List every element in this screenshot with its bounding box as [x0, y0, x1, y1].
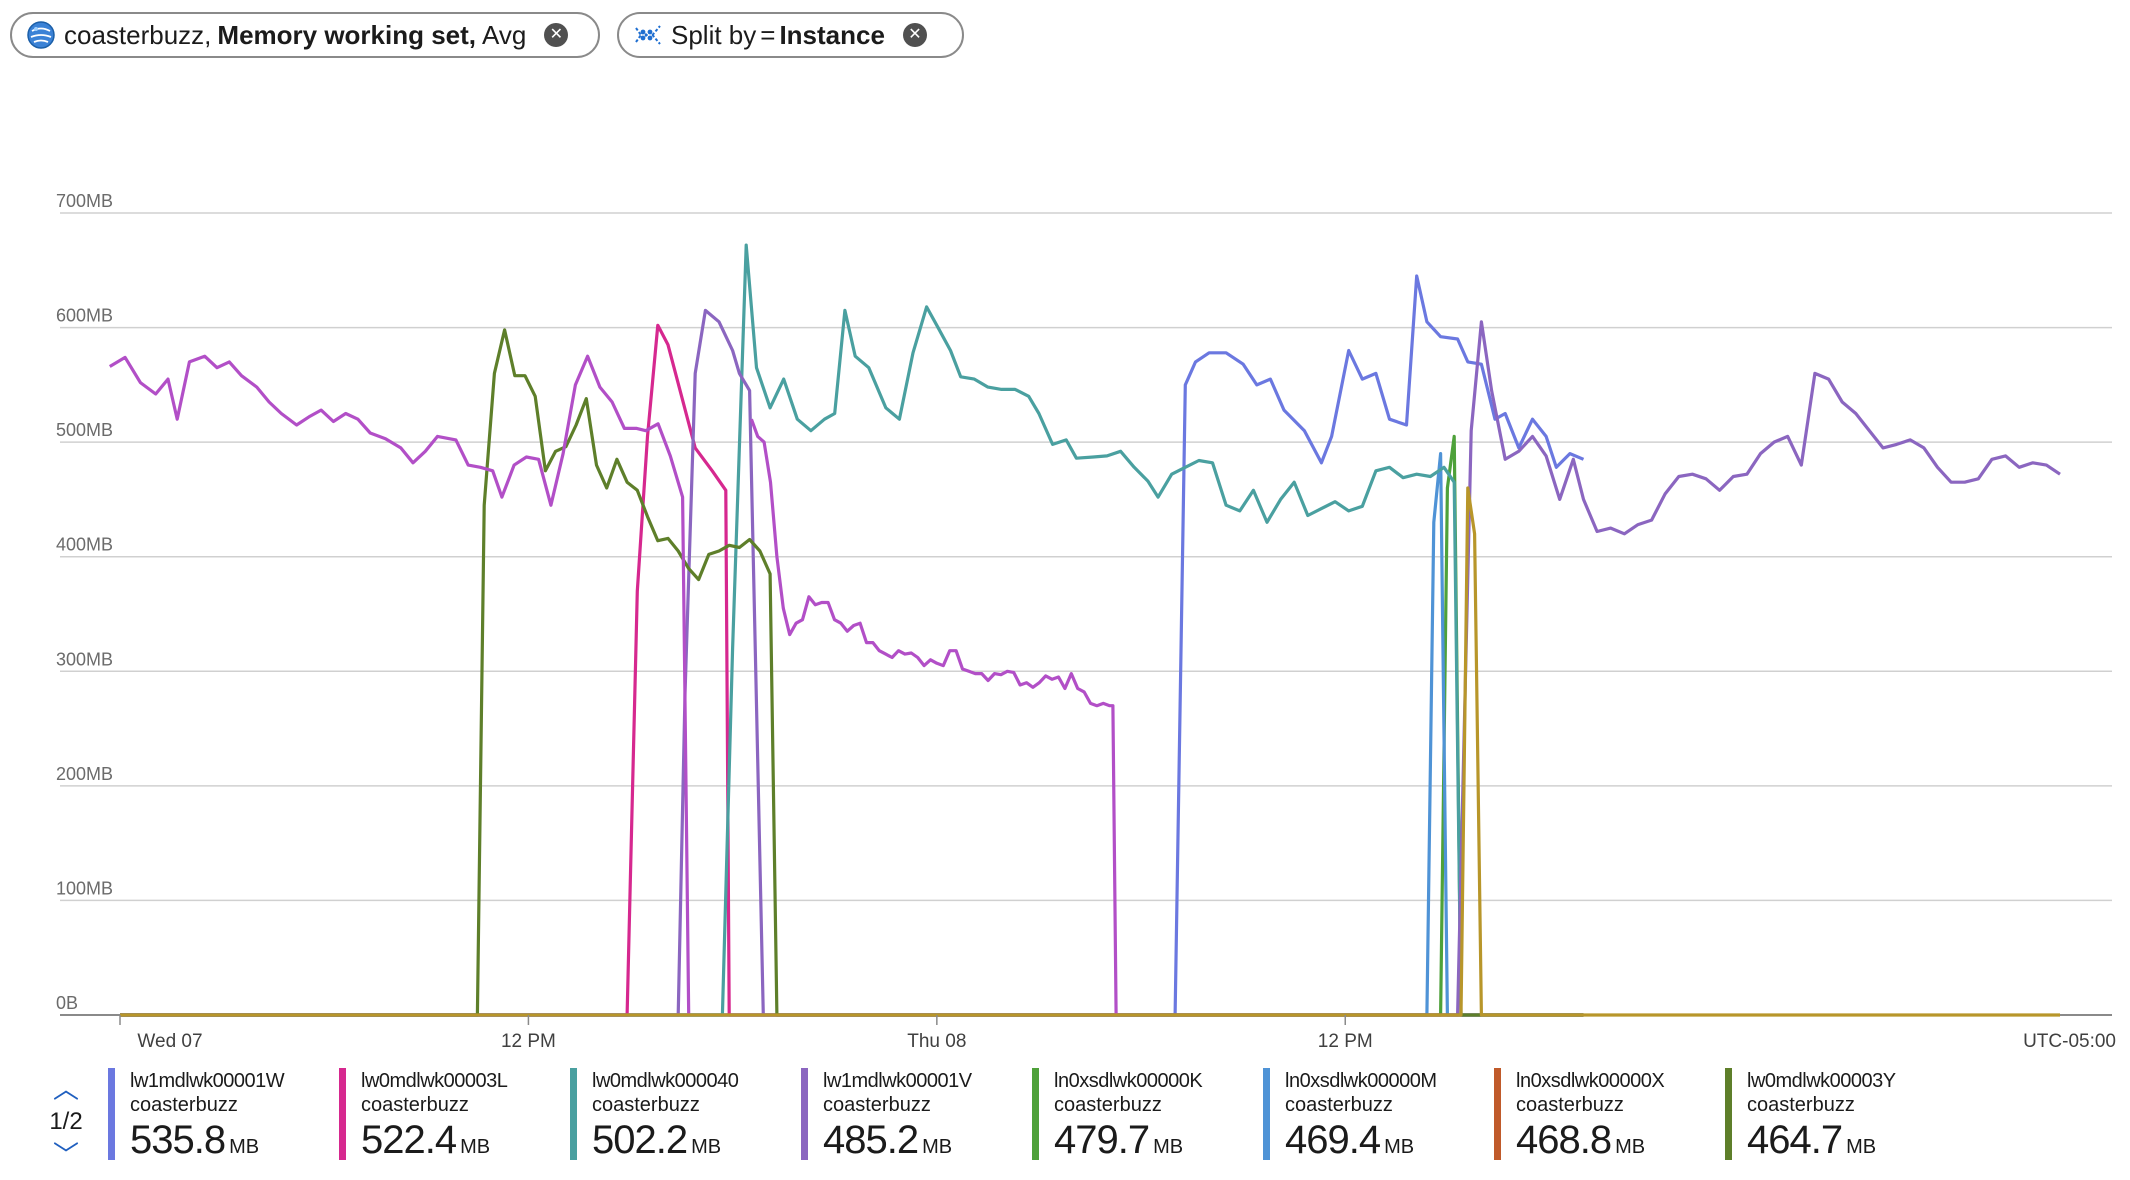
series-line-ln0xsdlwk00000K[interactable] [120, 434, 1584, 1017]
legend-instance-name: ln0xsdlwk00000X [1516, 1070, 1665, 1092]
legend-item[interactable]: lw1mdlwk00001W coasterbuzz 535.8 MB [108, 1068, 328, 1163]
series-line-ln0xsdlwk00000M[interactable] [120, 452, 1584, 1017]
legend-resource-name: coasterbuzz [130, 1094, 238, 1116]
remove-metric-close-icon[interactable]: ✕ [544, 23, 569, 47]
legend-resource-name: coasterbuzz [361, 1094, 469, 1116]
split-label: Split by [671, 19, 757, 50]
series-line-lw0mdlwk00003L[interactable] [120, 323, 1584, 1017]
legend-color-swatch [339, 1068, 346, 1160]
legend-value: 522.4 MB [361, 1118, 490, 1163]
y-tick-label: 300MB [56, 649, 113, 669]
series-line-lw0mdlwk000040[interactable] [120, 243, 1584, 1017]
legend-color-swatch [801, 1068, 808, 1160]
metric-filter-pill[interactable]: coasterbuzz, Memory working set, Avg ✕ [10, 12, 600, 58]
legend-item[interactable]: lw0mdlwk000040 coasterbuzz 502.2 MB [570, 1068, 790, 1163]
legend-value: 468.8 MB [1516, 1118, 1645, 1163]
legend-item[interactable]: lw0mdlwk00003L coasterbuzz 522.4 MB [339, 1068, 559, 1163]
legend-next-chevron-down-icon[interactable]: ﹀ [52, 1140, 79, 1170]
legend-instance-name: lw0mdlwk00003L [361, 1070, 508, 1092]
legend-item[interactable]: lw1mdlwk00001V coasterbuzz 485.2 MB [801, 1068, 1021, 1163]
series-line-lw1mdlwk00001V[interactable] [120, 308, 2061, 1017]
legend-item[interactable]: ln0xsdlwk00000K coasterbuzz 479.7 MB [1032, 1068, 1252, 1163]
x-tick-label: 12 PM [501, 1031, 556, 1052]
legend-color-swatch [1032, 1068, 1039, 1160]
legend-value-unit: MB [1846, 1136, 1877, 1158]
legend-value: 479.7 MB [1054, 1118, 1183, 1163]
legend-value-unit: MB [1153, 1136, 1184, 1158]
metric-aggregation: Avg [482, 19, 527, 50]
legend-value-number: 502.2 [592, 1118, 688, 1162]
legend-pager: ︿ 1/2 ﹀ [44, 1076, 88, 1168]
remove-split-close-icon[interactable]: ✕ [902, 23, 927, 47]
split-filter-pill[interactable]: Split by = Instance ✕ [617, 12, 964, 58]
legend-instance-name: lw0mdlwk00003Y [1747, 1070, 1896, 1092]
metric-resource: coasterbuzz, [64, 19, 212, 50]
legend-item[interactable]: ln0xsdlwk00000X coasterbuzz 468.8 MB [1494, 1068, 1714, 1163]
legend-page-indicator: 1/2 [49, 1108, 83, 1135]
legend-value-number: 479.7 [1054, 1118, 1150, 1162]
legend-resource-name: coasterbuzz [1747, 1094, 1855, 1116]
legend-value-unit: MB [460, 1136, 491, 1158]
legend-instance-name: lw1mdlwk00001V [823, 1070, 972, 1092]
legend-color-swatch [1263, 1068, 1270, 1160]
legend-resource-name: coasterbuzz [1054, 1094, 1162, 1116]
timezone-label: UTC-05:00 [2023, 1031, 2116, 1052]
y-tick-label: 600MB [56, 306, 113, 326]
x-tick-label: Thu 08 [907, 1031, 966, 1052]
legend-instance-name: ln0xsdlwk00000M [1285, 1070, 1437, 1092]
y-tick-label: 400MB [56, 535, 113, 555]
legend-color-swatch [570, 1068, 577, 1160]
legend-value-unit: MB [691, 1136, 722, 1158]
series-line-unlisted-instance-2[interactable] [749, 418, 1118, 1016]
y-tick-label: 700MB [56, 191, 113, 211]
y-tick-label: 200MB [56, 764, 113, 784]
metric-name: Memory working set, [217, 19, 477, 50]
app-service-icon [27, 21, 55, 49]
y-tick-label: 100MB [56, 878, 113, 898]
legend-item[interactable]: lw0mdlwk00003Y coasterbuzz 464.7 MB [1725, 1068, 1945, 1163]
x-tick-label: Wed 07 [137, 1031, 202, 1052]
y-tick-label: 0B [56, 993, 78, 1013]
legend-value-number: 468.8 [1516, 1118, 1612, 1162]
split-icon [635, 25, 661, 45]
legend-resource-name: coasterbuzz [592, 1094, 700, 1116]
legend-instance-name: lw1mdlwk00001W [130, 1070, 285, 1092]
series-line-unlisted-instance[interactable] [108, 354, 691, 1016]
legend-value-number: 522.4 [361, 1118, 457, 1162]
legend-value-unit: MB [1615, 1136, 1646, 1158]
legend-value-unit: MB [229, 1136, 260, 1158]
memory-line-chart[interactable]: 0B 100MB 200MB 300MB 400MB 500MB 600MB 700MB Wed… [0, 0, 2130, 1060]
legend-value-number: 469.4 [1285, 1118, 1381, 1162]
legend-value-number: 535.8 [130, 1118, 226, 1162]
split-value: Instance [779, 19, 885, 50]
series-line-lw0mdlwk00003Y[interactable] [120, 328, 1584, 1017]
legend-item[interactable]: ln0xsdlwk00000M coasterbuzz 469.4 MB [1263, 1068, 1483, 1163]
legend-color-swatch [1725, 1068, 1732, 1160]
legend-value: 485.2 MB [823, 1118, 952, 1163]
split-operator: = [760, 19, 776, 50]
legend-value-number: 464.7 [1747, 1118, 1843, 1162]
legend-value: 502.2 MB [592, 1118, 721, 1163]
series-line-unlisted-gold[interactable] [120, 486, 2060, 1017]
legend-value: 469.4 MB [1285, 1118, 1414, 1163]
legend-value: 464.7 MB [1747, 1118, 1876, 1163]
series-line-lw1mdlwk00001W[interactable] [120, 274, 1585, 1017]
legend-value-unit: MB [1384, 1136, 1415, 1158]
legend-instance-name: lw0mdlwk000040 [592, 1070, 739, 1092]
x-tick-label: 12 PM [1318, 1031, 1373, 1052]
y-tick-label: 500MB [56, 420, 113, 440]
legend-color-swatch [108, 1068, 115, 1160]
legend-value: 535.8 MB [130, 1118, 259, 1163]
legend-resource-name: coasterbuzz [823, 1094, 931, 1116]
legend-value-unit: MB [922, 1136, 953, 1158]
legend-value-number: 485.2 [823, 1118, 919, 1162]
legend-color-swatch [1494, 1068, 1501, 1160]
legend-prev-chevron-up-icon[interactable]: ︿ [52, 1074, 79, 1104]
legend-resource-name: coasterbuzz [1516, 1094, 1624, 1116]
legend-instance-name: ln0xsdlwk00000K [1054, 1070, 1203, 1092]
legend-resource-name: coasterbuzz [1285, 1094, 1393, 1116]
